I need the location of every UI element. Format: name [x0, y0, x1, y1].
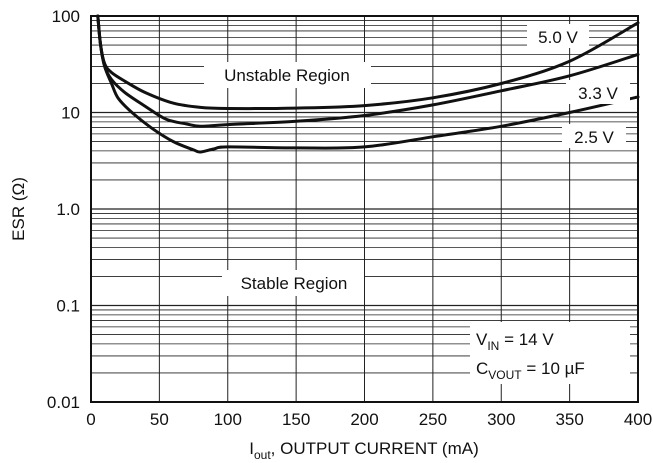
x-tick-label: 300	[487, 410, 515, 429]
series-5v-line	[96, 14, 640, 111]
series-2v5-line	[96, 14, 640, 154]
x-tick-labels: 0 50 100 150 200 250 300 350 400	[86, 410, 652, 429]
y-tick-label: 0.1	[56, 297, 80, 316]
unstable-region-label: Unstable Region	[224, 66, 350, 85]
series-label-3v3: 3.3 V	[578, 84, 618, 103]
series-group	[96, 14, 640, 154]
x-tick-label: 50	[150, 410, 169, 429]
y-tick-label: 0.01	[47, 393, 80, 412]
plot-frame	[90, 15, 639, 403]
y-tick-label: 10	[61, 104, 80, 123]
y-axis-title: ESR (Ω)	[9, 177, 28, 241]
x-tick-label: 150	[282, 410, 310, 429]
x-axis-title: Iout, OUTPUT CURRENT (mA)	[249, 439, 479, 462]
condition-cvout: CVOUT = 10 µF	[476, 359, 585, 382]
series-label-5v: 5.0 V	[538, 28, 578, 47]
x-tick-label: 200	[350, 410, 378, 429]
x-tick-label: 0	[86, 410, 95, 429]
x-tick-label: 100	[214, 410, 242, 429]
x-tick-label: 250	[419, 410, 447, 429]
series-label-2v5: 2.5 V	[574, 128, 614, 147]
stable-region-label: Stable Region	[241, 274, 348, 293]
condition-vin: VIN = 14 V	[476, 330, 554, 353]
y-tick-label: 100	[52, 7, 80, 26]
y-tick-labels: 0.01 0.1 1.0 10 100	[47, 7, 80, 412]
x-tick-label: 400	[624, 410, 652, 429]
y-tick-label: 1.0	[56, 200, 80, 219]
x-tick-label: 350	[555, 410, 583, 429]
